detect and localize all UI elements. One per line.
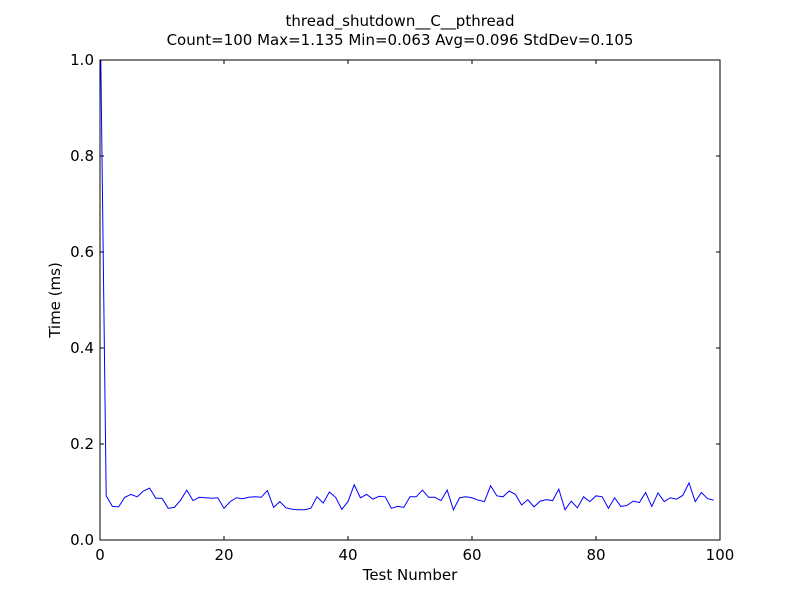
x-tick-label: 80	[586, 546, 605, 564]
y-tick-label: 0.8	[70, 147, 94, 165]
x-tick-label: 40	[338, 546, 357, 564]
y-axis-label: Time (ms)	[46, 262, 64, 339]
y-tick-label: 0.4	[70, 339, 94, 357]
x-tick-label: 60	[462, 546, 481, 564]
plot-area: 0 20 40 60 80 100 0.0 0.2 0.4 0.6 0.8 1.0	[70, 51, 735, 564]
series-line	[100, 60, 714, 512]
y-tick-label: 1.0	[70, 51, 94, 69]
plot-frame	[99, 59, 721, 541]
y-tick-label: 0.6	[70, 243, 94, 261]
x-tick-label: 100	[706, 546, 735, 564]
chart-title: thread_shutdown__C__pthread	[285, 12, 514, 31]
y-tick-label: 0.2	[70, 435, 94, 453]
y-tick-label: 0.0	[70, 531, 94, 549]
chart-subtitle: Count=100 Max=1.135 Min=0.063 Avg=0.096 …	[167, 31, 634, 49]
x-axis-label: Test Number	[362, 566, 458, 584]
x-tick-label: 0	[95, 546, 105, 564]
x-tick-label: 20	[214, 546, 233, 564]
